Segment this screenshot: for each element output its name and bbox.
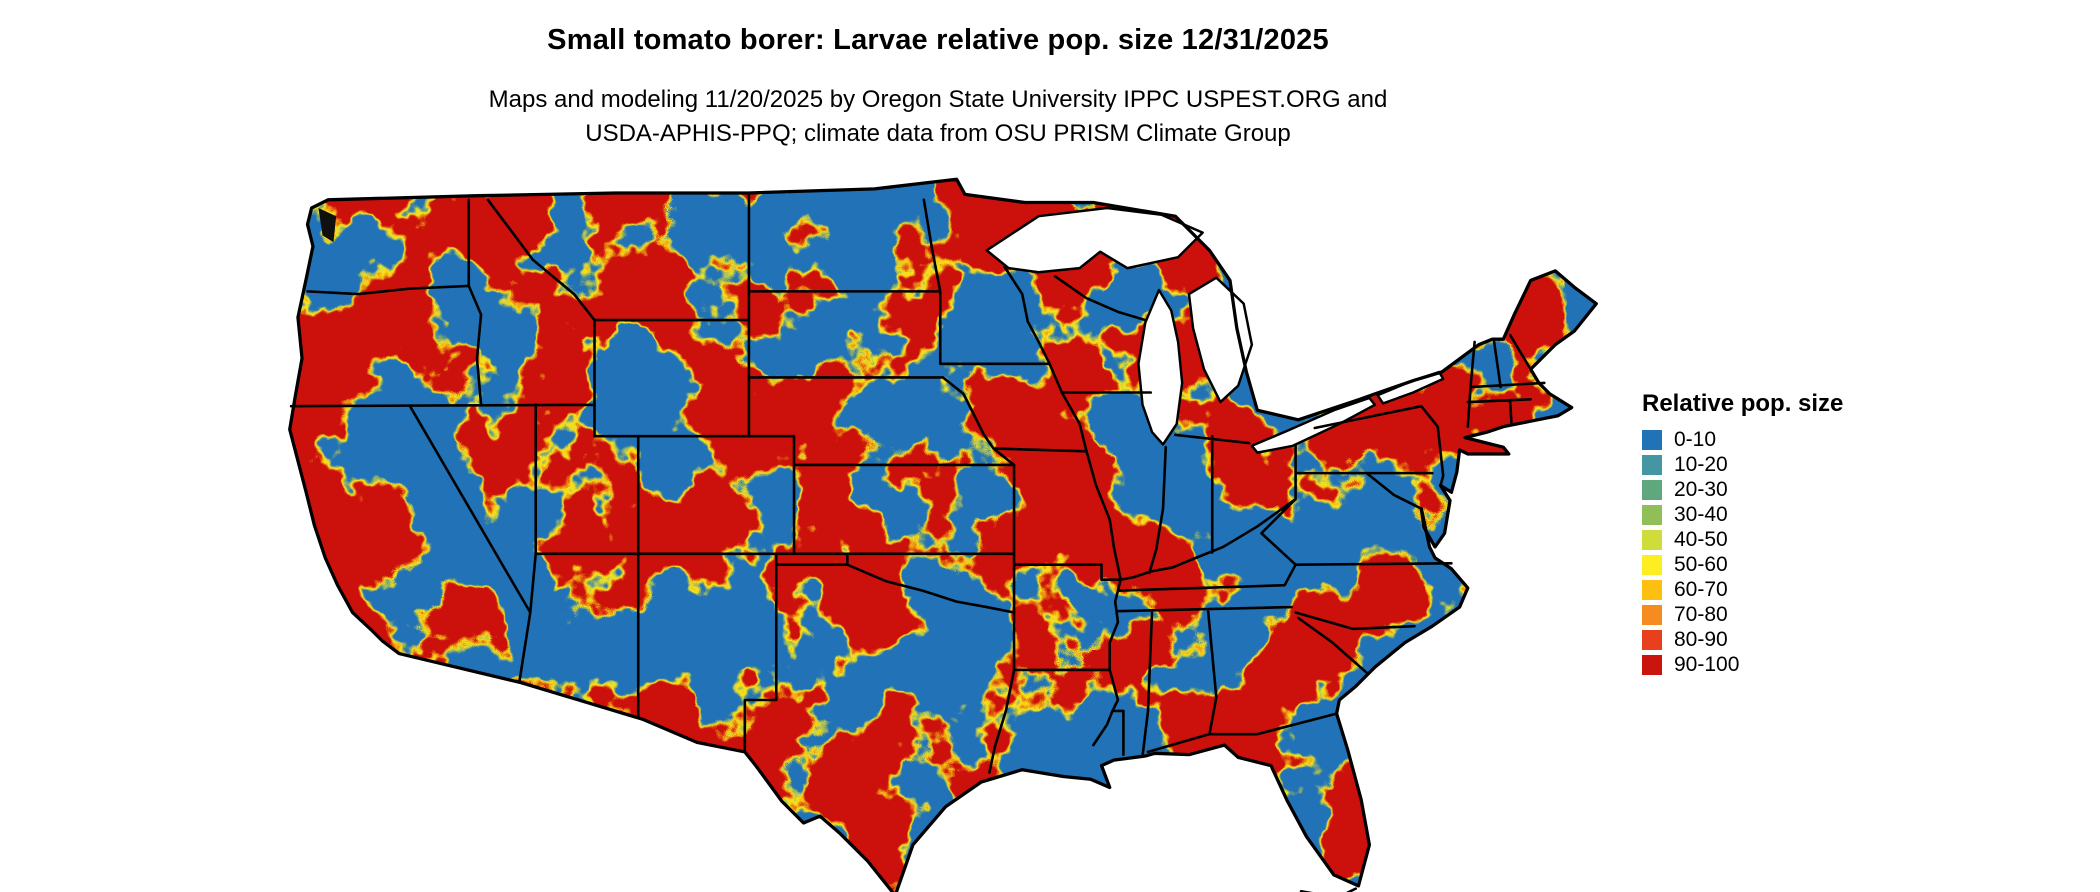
lake-erie (1250, 396, 1377, 454)
us-outline (288, 177, 1598, 892)
legend-item: 10-20 (1642, 453, 1902, 476)
legend-item: 60-70 (1642, 578, 1902, 601)
legend-title: Relative pop. size (1642, 390, 1844, 417)
lake-huron (1187, 276, 1254, 404)
legend-item-label: 40-50 (1674, 528, 1728, 551)
legend-item-label: 30-40 (1674, 503, 1728, 526)
us-map (273, 167, 1613, 892)
legend-item-label: 70-80 (1674, 603, 1728, 626)
puget-sound (318, 208, 337, 243)
legend-color-swatch (1642, 530, 1662, 550)
legend-color-swatch (1642, 505, 1662, 525)
map-subtitle: Maps and modeling 11/20/2025 by Oregon S… (273, 83, 1603, 151)
legend-item: 0-10 (1642, 428, 1902, 451)
legend-color-swatch (1642, 555, 1662, 575)
legend-color-swatch (1642, 630, 1662, 650)
legend-list: 0-10 10-20 20-30 30-40 40-50 50-60 (1642, 428, 1902, 676)
legend-item-label: 20-30 (1674, 478, 1728, 501)
legend-item-label: 80-90 (1674, 628, 1728, 651)
legend-item: 50-60 (1642, 553, 1902, 576)
state-borders (289, 191, 1546, 892)
header: Small tomato borer: Larvae relative pop.… (273, 24, 1603, 151)
legend-item: 70-80 (1642, 603, 1902, 626)
map-subtitle-line2: USDA-APHIS-PPQ; climate data from OSU PR… (585, 120, 1291, 147)
legend-color-swatch (1642, 655, 1662, 675)
us-raster (289, 179, 1597, 892)
legend-item: 90-100 (1642, 653, 1902, 676)
legend-item-label: 0-10 (1674, 428, 1717, 451)
legend-item-label: 60-70 (1674, 578, 1728, 601)
legend-item: 80-90 (1642, 628, 1902, 651)
legend-item-label: 90-100 (1674, 653, 1740, 676)
us-map-svg (288, 177, 1598, 892)
legend-color-swatch (1642, 480, 1662, 500)
legend-item: 30-40 (1642, 503, 1902, 526)
legend-item: 20-30 (1642, 478, 1902, 501)
legend-item-label: 50-60 (1674, 553, 1728, 576)
legend-color-swatch (1642, 430, 1662, 450)
legend-item-label: 10-20 (1674, 453, 1728, 476)
legend-color-swatch (1642, 580, 1662, 600)
map-title: Small tomato borer: Larvae relative pop.… (547, 24, 1329, 56)
lake-superior (985, 206, 1204, 274)
map-subtitle-line1: Maps and modeling 11/20/2025 by Oregon S… (488, 86, 1388, 113)
lake-michigan (1137, 288, 1184, 446)
legend-color-swatch (1642, 605, 1662, 625)
legend: Relative pop. size 0-10 10-20 20-30 30-4… (1642, 390, 1902, 680)
legend-item: 40-50 (1642, 528, 1902, 551)
legend-color-swatch (1642, 455, 1662, 475)
